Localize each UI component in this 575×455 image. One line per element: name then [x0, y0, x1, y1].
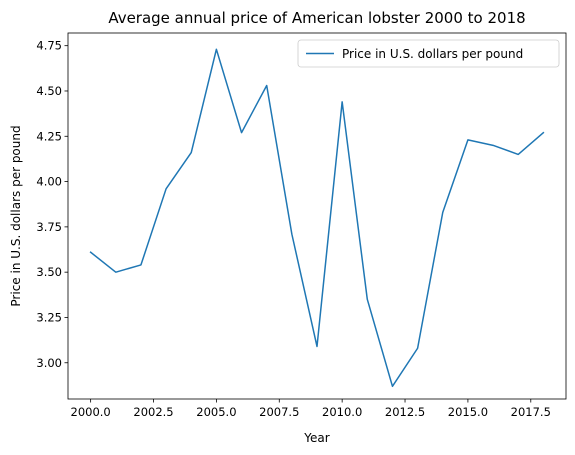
x-tick-label: 2005.0	[196, 405, 236, 419]
y-axis: 3.00 3.25 3.50 3.75 4.00 4.25 4.50 4.75	[36, 39, 68, 370]
x-axis-label: Year	[303, 431, 329, 445]
y-tick-label: 4.25	[36, 129, 62, 143]
data-point	[491, 143, 495, 147]
data-point	[114, 270, 118, 274]
data-point	[416, 346, 420, 350]
x-tick-label: 2000.0	[71, 405, 111, 419]
data-point	[340, 100, 344, 104]
x-tick-label: 2012.5	[385, 405, 425, 419]
data-point	[315, 344, 319, 348]
data-point	[139, 263, 143, 267]
y-tick-label: 3.25	[36, 310, 62, 324]
data-point	[265, 84, 269, 88]
data-point	[390, 384, 394, 388]
x-axis: 2000.0 2002.5 2005.0 2007.5 2010.0 2012.5 2015…	[71, 399, 551, 419]
y-tick-label: 3.75	[36, 220, 62, 234]
x-tick-label: 2015.0	[448, 405, 488, 419]
x-tick-label: 2017.5	[511, 405, 551, 419]
data-point	[164, 187, 168, 191]
data-point	[214, 47, 218, 51]
legend: Price in U.S. dollars per pound	[297, 39, 560, 68]
plot-frame	[67, 32, 567, 400]
series-layer	[89, 47, 545, 388]
y-tick-label: 3.00	[36, 356, 62, 370]
y-tick-label: 4.75	[36, 39, 62, 53]
y-tick-label: 4.50	[36, 84, 62, 98]
series-line-0	[89, 48, 545, 388]
data-point	[290, 232, 294, 236]
x-tick-label: 2010.0	[322, 405, 362, 419]
legend-label: Price in U.S. dollars per pound	[342, 47, 523, 61]
data-point	[516, 152, 520, 156]
data-point	[240, 131, 244, 135]
data-point	[466, 138, 470, 142]
data-point	[365, 297, 369, 301]
x-tick-label: 2007.5	[259, 405, 299, 419]
y-tick-label: 3.50	[36, 265, 62, 279]
y-tick-label: 4.00	[36, 175, 62, 189]
chart-title: Average annual price of American lobster…	[108, 9, 525, 27]
data-point	[89, 250, 93, 254]
x-tick-label: 2002.5	[133, 405, 173, 419]
legend-box	[297, 39, 560, 68]
y-axis-label: Price in U.S. dollars per pound	[9, 125, 23, 306]
plot-area: 3.003.253.503.754.004.254.504.75 2000.0 2…	[36, 32, 567, 419]
data-point	[541, 131, 545, 135]
data-point	[189, 151, 193, 155]
data-point	[441, 210, 445, 214]
